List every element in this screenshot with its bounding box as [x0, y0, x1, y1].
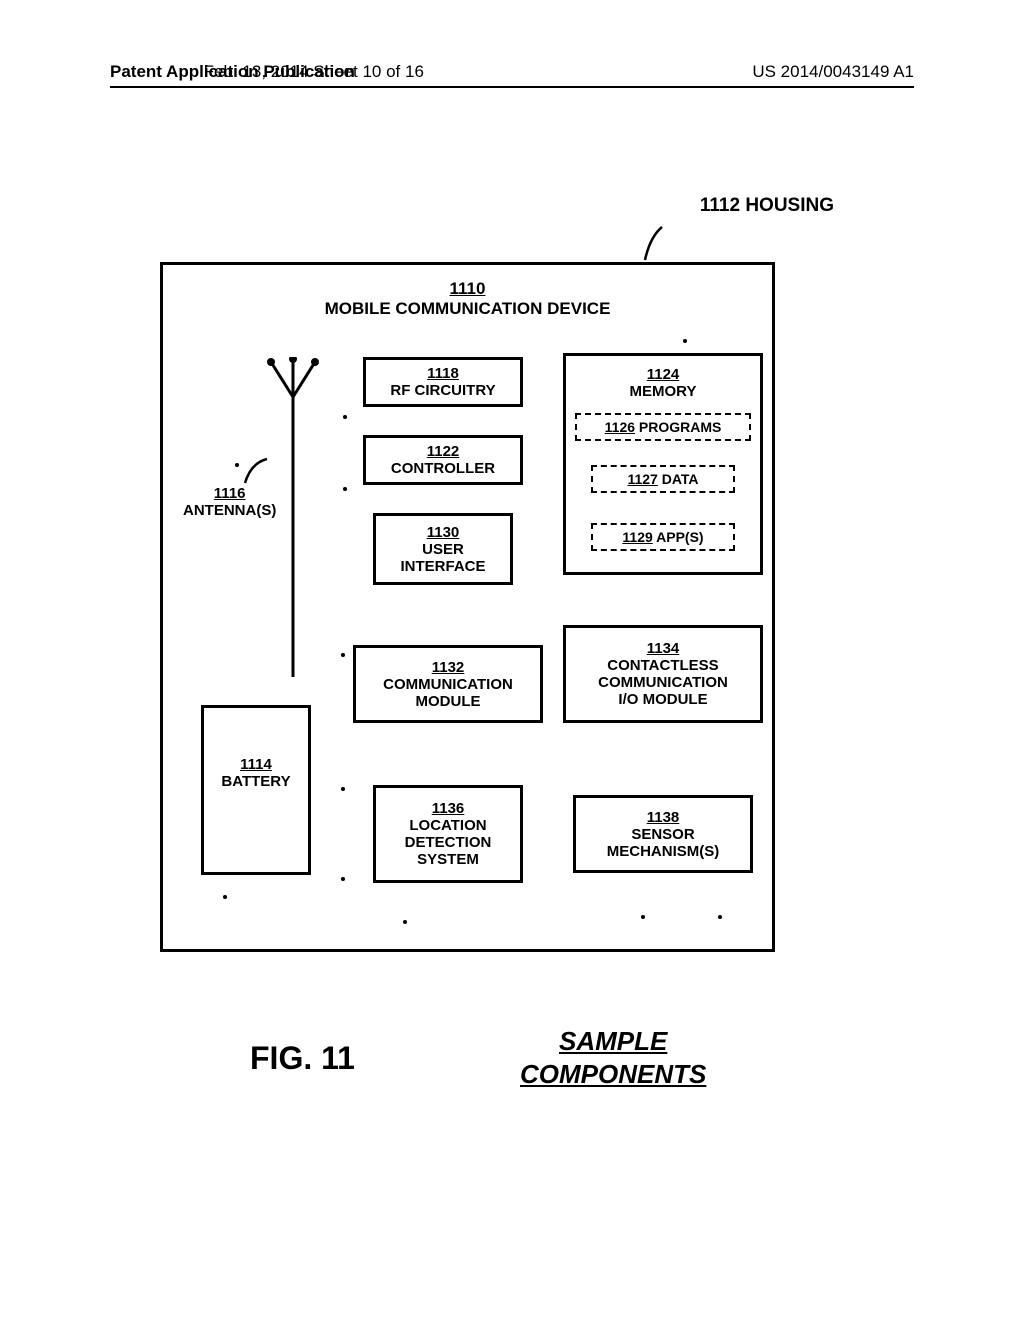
mem-ref: 1124 [647, 366, 680, 383]
rf-label: RF CIRCUITRY [390, 382, 495, 399]
block-rf-circuitry: 1118 RF CIRCUITRY [363, 357, 523, 407]
artifact-dot [343, 487, 347, 491]
ccio-label: CONTACTLESS COMMUNICATION I/O MODULE [598, 657, 728, 708]
artifact-dot [341, 877, 345, 881]
programs-label: PROGRAMS [639, 419, 721, 435]
artifact-dot [343, 415, 347, 419]
device-housing-box: 1110 MOBILE COMMUNICATION DEVICE 1116 AN… [160, 262, 775, 952]
antenna-callout: 1116 ANTENNA(S) [183, 485, 276, 519]
artifact-dot [341, 653, 345, 657]
sensor-label: SENSOR MECHANISM(S) [607, 826, 720, 860]
antenna-lead-line [243, 455, 273, 485]
caption-line-1: SAMPLE [520, 1025, 706, 1058]
device-label: MOBILE COMMUNICATION DEVICE [325, 299, 611, 318]
block-controller: 1122 CONTROLLER [363, 435, 523, 485]
housing-lead-line [640, 222, 670, 262]
block-sensor-mechanisms: 1138 SENSOR MECHANISM(S) [573, 795, 753, 873]
figure-caption: SAMPLE COMPONENTS [520, 1025, 706, 1090]
artifact-dot [403, 920, 407, 924]
block-apps: 1129 APP(S) [591, 523, 735, 551]
artifact-dot [223, 895, 227, 899]
block-location-detection: 1136 LOCATION DETECTION SYSTEM [373, 785, 523, 883]
block-data: 1127 DATA [591, 465, 735, 493]
header-pub-number: US 2014/0043149 A1 [752, 62, 914, 82]
ctrl-label: CONTROLLER [391, 460, 495, 477]
header-sheet-info: Feb. 13, 2014 Sheet 10 of 16 [204, 62, 424, 82]
battery-label: BATTERY [221, 773, 290, 790]
block-programs: 1126 PROGRAMS [575, 413, 751, 441]
housing-text: HOUSING [745, 195, 834, 216]
block-user-interface: 1130 USER INTERFACE [373, 513, 513, 585]
page-header: Patent Application Publication Feb. 13, … [110, 62, 914, 88]
programs-ref: 1126 [605, 419, 635, 435]
rf-ref: 1118 [427, 365, 459, 382]
ui-label: USER INTERFACE [400, 541, 485, 575]
device-title: 1110 MOBILE COMMUNICATION DEVICE [163, 279, 772, 319]
ccio-ref: 1134 [647, 640, 680, 657]
loc-ref: 1136 [432, 800, 465, 817]
block-battery: 1114 BATTERY [201, 705, 311, 875]
artifact-dot [235, 463, 239, 467]
loc-label: LOCATION DETECTION SYSTEM [405, 817, 492, 868]
data-ref: 1127 [627, 471, 657, 487]
ctrl-ref: 1122 [427, 443, 460, 460]
comm-ref: 1132 [432, 659, 465, 676]
apps-label: APP(S) [656, 529, 703, 545]
artifact-dot [683, 339, 687, 343]
antenna-ref: 1116 [183, 485, 276, 502]
ui-ref: 1130 [427, 524, 460, 541]
caption-line-2: COMPONENTS [520, 1058, 706, 1091]
artifact-dot [641, 915, 645, 919]
artifact-dot [718, 915, 722, 919]
data-label: DATA [662, 471, 699, 487]
mem-label: MEMORY [630, 383, 697, 400]
patent-figure-page: Patent Application Publication Feb. 13, … [0, 0, 1024, 1320]
comm-label: COMMUNICATION MODULE [383, 676, 513, 710]
antenna-icon [263, 357, 323, 687]
housing-callout: 1112 HOUSING [700, 195, 834, 217]
housing-ref: 1112 [700, 195, 740, 216]
antenna-text: ANTENNA(S) [183, 502, 276, 519]
sensor-ref: 1138 [647, 809, 680, 826]
block-communication-module: 1132 COMMUNICATION MODULE [353, 645, 543, 723]
apps-ref: 1129 [622, 529, 652, 545]
artifact-dot [341, 787, 345, 791]
figure-number: FIG. 11 [250, 1040, 355, 1077]
battery-ref: 1114 [240, 756, 272, 773]
block-contactless-io: 1134 CONTACTLESS COMMUNICATION I/O MODUL… [563, 625, 763, 723]
device-ref: 1110 [163, 279, 772, 299]
